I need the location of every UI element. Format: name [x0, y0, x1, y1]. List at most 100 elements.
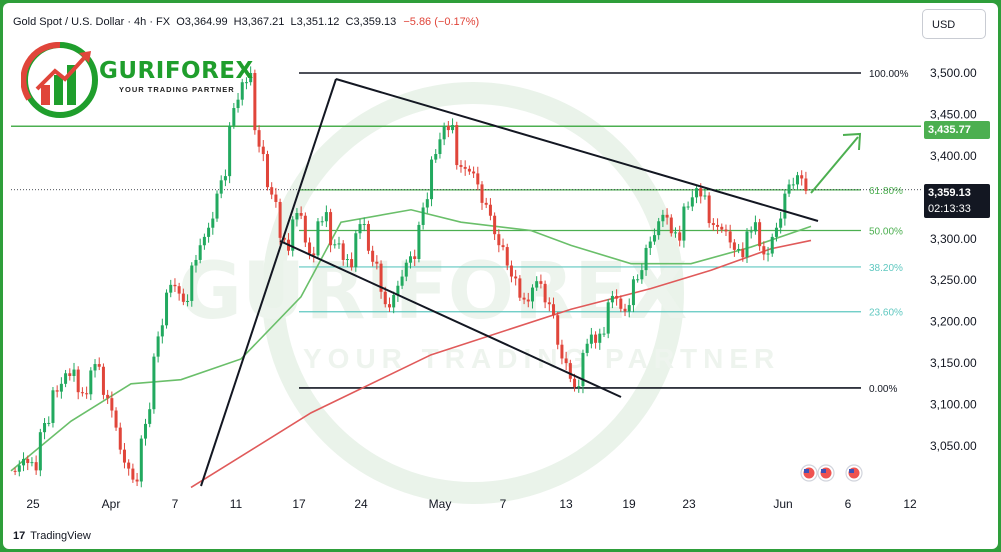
candle-up	[17, 465, 21, 472]
candle-up	[93, 364, 97, 371]
candle-up	[143, 423, 148, 439]
candle-up	[606, 302, 610, 334]
candle-down	[173, 284, 177, 287]
lower-channel-line	[279, 240, 622, 398]
candle-down	[257, 130, 261, 147]
candle-down	[68, 373, 72, 376]
candle-up	[392, 294, 396, 308]
candle-up	[240, 82, 244, 100]
event-flag-icon	[804, 469, 809, 473]
candle-up	[295, 213, 299, 220]
candle-down	[261, 146, 265, 155]
candle-up	[640, 270, 644, 280]
candle-up	[207, 227, 211, 237]
candle-up	[316, 221, 320, 256]
candle-up	[779, 218, 783, 228]
candle-up	[30, 462, 34, 464]
candle-up	[156, 336, 160, 357]
candle-up	[244, 82, 248, 84]
candle-up	[320, 221, 324, 223]
candle-up	[783, 193, 787, 219]
candle-down	[308, 242, 312, 254]
candle-up	[652, 235, 656, 242]
candle-up	[631, 279, 635, 306]
fib-label: 61.80%	[869, 186, 903, 197]
candle-down	[564, 358, 568, 364]
candle-up	[345, 259, 349, 261]
candle-down	[459, 165, 463, 167]
candle-down	[762, 246, 766, 255]
candle-up	[585, 343, 589, 353]
currency-selector[interactable]: USD	[922, 9, 986, 39]
y-tick-label: 3,050.00	[930, 439, 977, 453]
candle-up	[223, 176, 227, 181]
candle-up	[202, 236, 206, 246]
candle-up	[644, 247, 648, 271]
candle-up	[396, 285, 400, 295]
candle-down	[463, 166, 467, 169]
candle-down	[594, 334, 598, 343]
candle-down	[484, 202, 488, 205]
close-label: C	[345, 16, 354, 28]
x-tick-label: 12	[903, 497, 917, 511]
candle-down	[678, 232, 682, 241]
candle-down	[543, 283, 547, 303]
candle-up	[236, 99, 240, 109]
candle-down	[329, 212, 333, 246]
candle-down	[34, 462, 38, 471]
candle-up	[249, 73, 253, 83]
candle-down	[127, 462, 131, 469]
candle-down	[514, 276, 518, 279]
candle-up	[451, 125, 455, 131]
candle-down	[518, 278, 522, 298]
candle-up	[198, 245, 202, 260]
candle-up	[787, 184, 791, 194]
y-tick-label: 3,450.00	[930, 107, 977, 121]
fib-label: 100.00%	[869, 69, 909, 80]
x-tick-label: 24	[354, 497, 368, 511]
x-tick-label: 17	[292, 497, 306, 511]
watermark: GURIFOREX YOUR TRADING PARTNER	[178, 82, 780, 504]
x-tick-label: May	[429, 497, 452, 511]
candle-up	[598, 333, 602, 343]
candle-up	[682, 206, 686, 241]
candle-up	[438, 139, 442, 155]
candle-up	[673, 232, 678, 234]
candle-up	[581, 352, 585, 387]
candle-down	[274, 194, 278, 202]
event-flag-icon	[849, 469, 854, 473]
candle-down	[619, 298, 623, 309]
candle-down	[312, 253, 316, 256]
brand-logo-icon	[21, 41, 98, 118]
impulse-trendline	[200, 78, 337, 487]
candle-down	[711, 223, 715, 225]
candle-down	[387, 304, 391, 308]
low-value: 3,351.12	[296, 16, 340, 28]
candle-up	[795, 175, 799, 185]
candle-up	[337, 243, 341, 245]
candle-up	[139, 438, 143, 482]
candle-down	[55, 390, 59, 392]
candle-up	[417, 224, 421, 260]
candle-up	[421, 207, 425, 225]
time-axis: 25 Apr 7 11 17 24 May 7 13 19 23 Jun 6 12	[26, 497, 917, 511]
fib-label: 0.00%	[869, 384, 897, 395]
candle-down	[114, 410, 118, 428]
candle-down	[177, 286, 181, 294]
tradingview-footer[interactable]: 17 TradingView	[13, 530, 91, 542]
candle-up	[577, 386, 581, 388]
candle-up	[89, 370, 93, 395]
candle-up	[408, 256, 413, 263]
y-tick-label: 3,250.00	[930, 273, 977, 287]
candle-up	[442, 125, 446, 140]
candle-up	[770, 236, 774, 254]
candle-down	[573, 378, 577, 388]
trendlines	[200, 78, 863, 487]
candle-down	[278, 201, 282, 238]
candle-down	[493, 215, 497, 235]
candle-down	[724, 229, 728, 232]
candle-down	[110, 398, 114, 411]
watermark-tagline: YOUR TRADING PARTNER	[303, 343, 780, 374]
candle-up	[186, 300, 190, 302]
